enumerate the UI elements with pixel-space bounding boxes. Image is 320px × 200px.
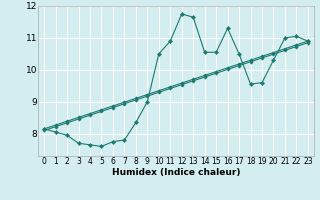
X-axis label: Humidex (Indice chaleur): Humidex (Indice chaleur) xyxy=(112,168,240,177)
